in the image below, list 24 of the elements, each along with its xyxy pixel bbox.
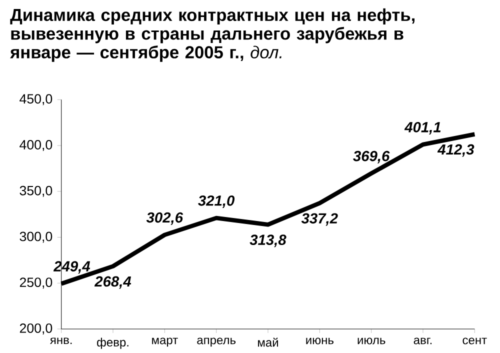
data-label: 369,6 (353, 150, 390, 164)
x-tick-label: март (152, 338, 178, 347)
x-tick-label: июль (358, 338, 386, 344)
y-tick-label: 300,0 (20, 232, 52, 243)
data-label: 313,8 (250, 234, 286, 248)
y-tick-label: 350,0 (20, 186, 52, 197)
x-tick-label: апрель (197, 338, 236, 347)
data-label: 401,1 (404, 122, 441, 134)
data-label: 412,3 (437, 144, 474, 157)
y-tick-label: 200,0 (20, 323, 52, 334)
x-tick-label: май (258, 338, 278, 347)
y-tick-label: 400,0 (20, 140, 52, 152)
y-tick-label: 450,0 (20, 94, 52, 106)
x-tick-label: февр. (97, 338, 128, 349)
data-label: 321,0 (198, 195, 235, 208)
data-label: 337,2 (301, 213, 338, 226)
x-tick-label: июнь (306, 338, 334, 344)
x-tick-label: авг. (414, 338, 432, 344)
chart-title: Динамика средних контрактных цен на нефть, вывезенную в страны дальнего зарубежья в январе — сентябре 2005 г., дол. (10, 8, 414, 62)
x-tick-label: янв. (50, 338, 72, 344)
data-label: 268,4 (94, 276, 132, 289)
data-label: 302,6 (146, 212, 184, 225)
y-tick-label: 250,0 (20, 278, 52, 289)
x-tick-label: сент (462, 338, 487, 344)
